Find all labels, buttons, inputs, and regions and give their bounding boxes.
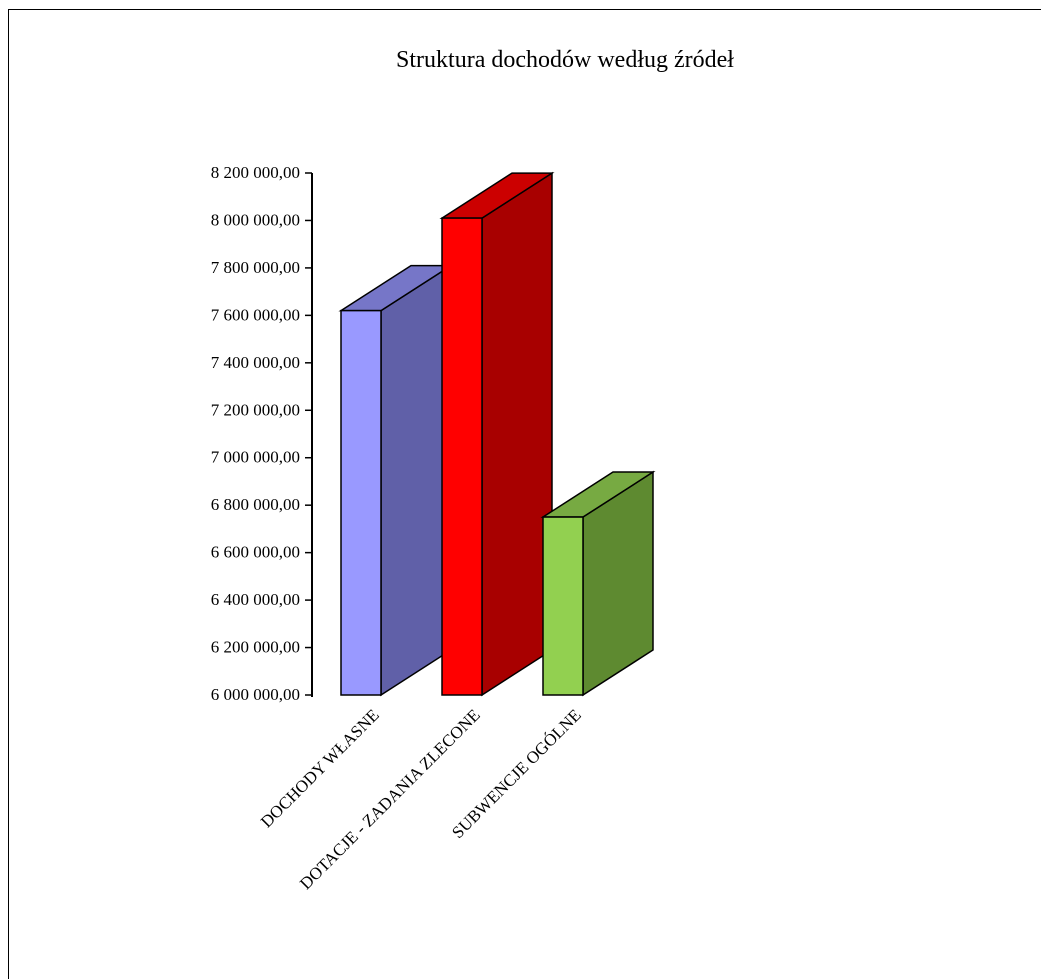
bar-front [441,217,483,696]
bars [338,171,656,697]
y-tick-label: 6 200 000,00 [211,638,300,657]
y-tick-label: 7 200 000,00 [211,400,300,419]
y-tick-label: 7 000 000,00 [211,448,300,467]
y-tick-label: 6 600 000,00 [211,543,300,562]
y-tick-label: 6 400 000,00 [211,590,300,609]
bar-side [481,171,553,697]
chart-title: Struktura dochodów według źródeł [396,47,734,73]
y-tick-label: 7 600 000,00 [211,305,300,324]
y-tick-label: 8 200 000,00 [211,163,300,182]
bar-side [380,264,452,697]
bar-front [542,516,584,696]
y-tick-label: 6 000 000,00 [211,685,300,704]
bar [439,171,555,697]
y-tick-label: 8 000 000,00 [211,210,300,229]
y-tick-label: 7 800 000,00 [211,258,300,277]
y-tick-label: 7 400 000,00 [211,353,300,372]
bar [338,264,454,697]
y-tick-label: 6 800 000,00 [211,495,300,514]
x-category-label: DOTACJE - ZADANIA ZLECONE [296,705,484,893]
bar-front [340,309,382,696]
bar [540,470,656,697]
chart-frame [8,9,1041,979]
y-axis-ticks: 6 000 000,00 6 200 000,00 6 400 000,00 6 60… [211,163,312,704]
